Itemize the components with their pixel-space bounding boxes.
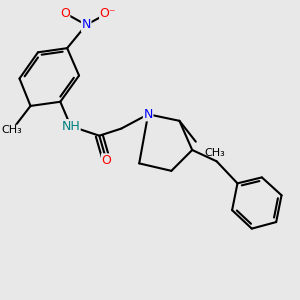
Text: N: N (82, 18, 91, 32)
Text: CH₃: CH₃ (205, 148, 226, 158)
Text: O: O (101, 154, 111, 167)
Text: CH₃: CH₃ (2, 125, 22, 135)
Text: O⁻: O⁻ (100, 7, 116, 20)
Text: O: O (60, 7, 70, 20)
Text: N: N (143, 108, 153, 121)
Text: NH: NH (61, 120, 80, 133)
